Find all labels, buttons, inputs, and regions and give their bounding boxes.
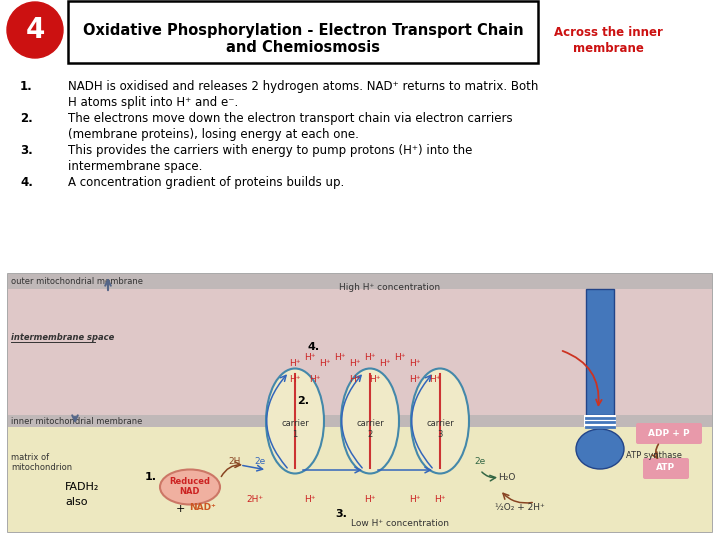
Text: NADH is oxidised and releases 2 hydrogen atoms. NAD⁺ returns to matrix. Both: NADH is oxidised and releases 2 hydrogen… — [68, 80, 539, 93]
Text: H⁺: H⁺ — [379, 359, 391, 368]
Text: H⁺: H⁺ — [395, 353, 406, 361]
Bar — [8, 289, 712, 415]
Text: H⁺: H⁺ — [364, 496, 376, 504]
Ellipse shape — [576, 429, 624, 469]
Ellipse shape — [411, 368, 469, 474]
Text: H atoms split into H⁺ and e⁻.: H atoms split into H⁺ and e⁻. — [68, 96, 238, 109]
Text: H⁺: H⁺ — [409, 375, 420, 384]
Bar — [586, 289, 614, 415]
Text: ADP + P: ADP + P — [648, 429, 690, 437]
Text: This provides the carriers with energy to pump protons (H⁺) into the: This provides the carriers with energy t… — [68, 144, 472, 157]
Text: H⁺: H⁺ — [289, 359, 301, 368]
Text: +: + — [175, 504, 185, 514]
Text: A concentration gradient of proteins builds up.: A concentration gradient of proteins bui… — [68, 176, 344, 189]
Text: H⁺: H⁺ — [334, 353, 346, 361]
Text: 3.: 3. — [20, 144, 32, 157]
Text: intermembrane space.: intermembrane space. — [68, 160, 202, 173]
Text: intermembrane space: intermembrane space — [11, 333, 114, 341]
Text: (membrane proteins), losing energy at each one.: (membrane proteins), losing energy at ea… — [68, 128, 359, 141]
Bar — [8, 415, 712, 427]
Bar — [8, 274, 712, 289]
Text: 2.: 2. — [297, 396, 309, 406]
Text: H⁺: H⁺ — [409, 496, 420, 504]
Ellipse shape — [266, 368, 324, 474]
Text: FADH₂: FADH₂ — [65, 482, 99, 492]
Text: inner mitochondrial membrane: inner mitochondrial membrane — [11, 416, 143, 426]
Text: also: also — [65, 497, 88, 507]
Text: H⁺: H⁺ — [349, 359, 361, 368]
Text: 4.: 4. — [20, 176, 33, 189]
Text: Low H⁺ concentration: Low H⁺ concentration — [351, 519, 449, 529]
Text: H⁺: H⁺ — [319, 359, 330, 368]
Ellipse shape — [160, 469, 220, 504]
Text: carrier
3: carrier 3 — [426, 419, 454, 439]
FancyBboxPatch shape — [643, 458, 689, 479]
Bar — [8, 274, 712, 532]
Text: 2H⁺: 2H⁺ — [246, 496, 264, 504]
Bar — [68, 1, 538, 63]
Text: mitochondrion: mitochondrion — [11, 462, 72, 471]
Text: 2e: 2e — [474, 457, 485, 467]
Text: H⁺: H⁺ — [409, 359, 420, 368]
Text: 2H: 2H — [229, 457, 241, 467]
Text: Across the inner: Across the inner — [554, 25, 662, 38]
Text: H⁺: H⁺ — [305, 353, 316, 361]
Text: ATP synthase: ATP synthase — [626, 450, 682, 460]
Text: 3.: 3. — [335, 509, 347, 519]
Text: matrix of: matrix of — [11, 453, 49, 462]
Text: 1.: 1. — [20, 80, 32, 93]
Text: H₂O: H₂O — [498, 472, 516, 482]
Text: Oxidative Phosphorylation - Electron Transport Chain: Oxidative Phosphorylation - Electron Tra… — [83, 23, 523, 37]
Text: ½O₂ + 2H⁺: ½O₂ + 2H⁺ — [495, 503, 545, 511]
Text: NAD: NAD — [180, 488, 200, 496]
Circle shape — [7, 2, 63, 58]
Text: H⁺: H⁺ — [364, 353, 376, 361]
Bar — [584, 415, 616, 427]
Text: High H⁺ concentration: High H⁺ concentration — [339, 282, 441, 292]
Text: membrane: membrane — [572, 42, 644, 55]
Text: H⁺: H⁺ — [289, 375, 301, 384]
Text: carrier
1: carrier 1 — [281, 419, 309, 439]
Text: H⁺: H⁺ — [429, 375, 441, 384]
Text: NAD⁺: NAD⁺ — [189, 503, 215, 511]
Text: H⁺: H⁺ — [305, 496, 316, 504]
Text: H⁺: H⁺ — [434, 496, 446, 504]
Bar — [8, 427, 712, 532]
Text: 4.: 4. — [308, 342, 320, 352]
Text: 4: 4 — [25, 16, 45, 44]
Text: carrier
2: carrier 2 — [356, 419, 384, 439]
Text: 2.: 2. — [20, 112, 32, 125]
Text: 1.: 1. — [145, 472, 157, 482]
Text: Reduced: Reduced — [169, 476, 210, 485]
Text: and Chemiosmosis: and Chemiosmosis — [226, 40, 380, 56]
Text: ATP: ATP — [657, 463, 675, 472]
Text: H⁺: H⁺ — [369, 375, 381, 384]
Ellipse shape — [341, 368, 399, 474]
Text: H⁺: H⁺ — [310, 375, 320, 384]
Text: H⁺: H⁺ — [349, 375, 361, 384]
Text: The electrons move down the electron transport chain via electron carriers: The electrons move down the electron tra… — [68, 112, 513, 125]
Text: outer mitochondrial membrane: outer mitochondrial membrane — [11, 278, 143, 287]
FancyBboxPatch shape — [636, 423, 702, 444]
Text: 2e: 2e — [254, 457, 266, 467]
